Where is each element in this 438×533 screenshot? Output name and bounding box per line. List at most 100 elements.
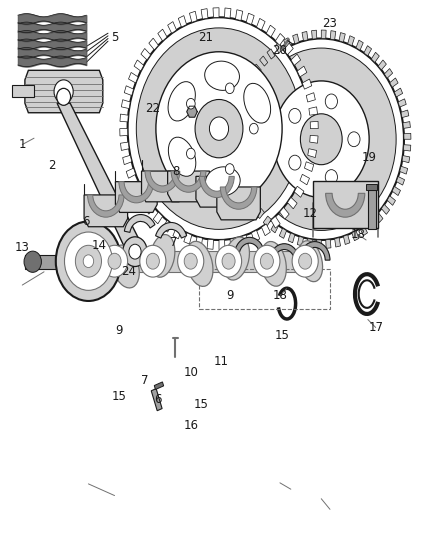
Bar xyxy=(313,181,378,228)
Polygon shape xyxy=(310,122,318,128)
Polygon shape xyxy=(276,34,285,45)
Polygon shape xyxy=(158,29,167,41)
Polygon shape xyxy=(236,10,243,21)
Circle shape xyxy=(75,245,102,277)
Circle shape xyxy=(54,80,73,103)
Text: 15: 15 xyxy=(275,329,290,342)
Ellipse shape xyxy=(150,235,175,277)
Wedge shape xyxy=(124,215,155,232)
Polygon shape xyxy=(343,235,350,245)
Bar xyxy=(368,190,376,229)
Polygon shape xyxy=(230,238,237,249)
Polygon shape xyxy=(287,197,297,209)
Polygon shape xyxy=(126,168,136,178)
Circle shape xyxy=(292,245,318,277)
Polygon shape xyxy=(371,52,379,62)
Circle shape xyxy=(325,169,337,184)
Circle shape xyxy=(57,88,71,106)
Polygon shape xyxy=(120,128,128,136)
Polygon shape xyxy=(233,116,240,123)
Text: 21: 21 xyxy=(198,31,213,44)
Polygon shape xyxy=(201,9,208,19)
Polygon shape xyxy=(392,187,400,196)
Bar xyxy=(151,389,162,411)
Polygon shape xyxy=(84,195,127,227)
Polygon shape xyxy=(375,212,383,222)
Wedge shape xyxy=(234,237,265,256)
Polygon shape xyxy=(326,239,331,248)
Text: 18: 18 xyxy=(351,228,366,241)
Polygon shape xyxy=(153,212,162,224)
Polygon shape xyxy=(267,49,275,59)
Polygon shape xyxy=(308,149,317,158)
Text: 12: 12 xyxy=(303,207,318,220)
Text: 1: 1 xyxy=(18,138,26,151)
Bar xyxy=(12,85,34,97)
Polygon shape xyxy=(297,66,307,77)
Text: 7: 7 xyxy=(141,374,149,387)
Polygon shape xyxy=(348,36,354,46)
Text: 23: 23 xyxy=(322,17,337,30)
Polygon shape xyxy=(134,60,144,71)
Circle shape xyxy=(239,38,404,240)
Text: 5: 5 xyxy=(111,31,118,44)
Text: 22: 22 xyxy=(145,102,160,115)
Circle shape xyxy=(260,253,273,269)
Polygon shape xyxy=(307,239,312,248)
Polygon shape xyxy=(190,11,197,22)
Text: 16: 16 xyxy=(183,419,198,432)
Polygon shape xyxy=(251,230,260,241)
Polygon shape xyxy=(402,156,410,163)
Text: 19: 19 xyxy=(362,151,377,164)
Polygon shape xyxy=(131,180,141,191)
Wedge shape xyxy=(269,244,300,262)
Polygon shape xyxy=(360,225,367,236)
Polygon shape xyxy=(291,54,300,66)
Polygon shape xyxy=(335,238,341,247)
Polygon shape xyxy=(121,100,130,109)
Polygon shape xyxy=(178,15,187,27)
Polygon shape xyxy=(311,30,317,39)
Polygon shape xyxy=(173,227,181,239)
Text: 20: 20 xyxy=(272,44,287,56)
Polygon shape xyxy=(213,8,219,18)
Polygon shape xyxy=(367,220,375,230)
Bar xyxy=(25,255,62,269)
Ellipse shape xyxy=(186,241,213,286)
Text: 6: 6 xyxy=(154,393,162,406)
Polygon shape xyxy=(240,182,248,190)
Polygon shape xyxy=(271,216,280,228)
Circle shape xyxy=(250,123,258,134)
Polygon shape xyxy=(284,38,291,48)
Wedge shape xyxy=(300,241,330,260)
Text: 17: 17 xyxy=(368,321,383,334)
Polygon shape xyxy=(396,176,405,185)
Polygon shape xyxy=(302,79,312,89)
Polygon shape xyxy=(168,22,177,34)
Wedge shape xyxy=(145,171,180,192)
Polygon shape xyxy=(128,72,138,83)
Polygon shape xyxy=(141,49,151,60)
Polygon shape xyxy=(304,162,314,172)
Polygon shape xyxy=(120,114,128,122)
Polygon shape xyxy=(399,166,408,174)
Polygon shape xyxy=(293,34,299,44)
Polygon shape xyxy=(401,110,409,118)
Polygon shape xyxy=(403,144,411,151)
Polygon shape xyxy=(300,174,310,185)
Polygon shape xyxy=(306,93,315,102)
Text: 9: 9 xyxy=(226,289,233,302)
Ellipse shape xyxy=(244,83,271,123)
Polygon shape xyxy=(247,73,255,83)
Text: 6: 6 xyxy=(82,215,90,228)
Polygon shape xyxy=(138,192,147,203)
Polygon shape xyxy=(256,208,265,219)
Polygon shape xyxy=(352,231,359,241)
Circle shape xyxy=(289,155,301,170)
Polygon shape xyxy=(321,30,326,39)
Polygon shape xyxy=(120,142,129,150)
Polygon shape xyxy=(297,236,304,246)
Polygon shape xyxy=(232,139,239,145)
Text: 11: 11 xyxy=(214,356,229,368)
Polygon shape xyxy=(271,223,279,233)
